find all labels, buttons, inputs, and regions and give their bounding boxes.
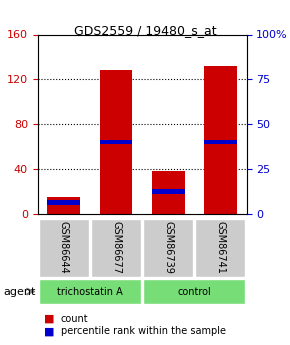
FancyBboxPatch shape <box>195 219 245 277</box>
Bar <box>99 70 133 214</box>
Bar <box>204 66 237 214</box>
Text: GSM86677: GSM86677 <box>111 221 121 274</box>
Bar <box>152 189 185 194</box>
Text: trichostatin A: trichostatin A <box>57 287 123 296</box>
Text: percentile rank within the sample: percentile rank within the sample <box>61 326 226 336</box>
FancyBboxPatch shape <box>143 219 193 277</box>
FancyBboxPatch shape <box>91 219 141 277</box>
FancyBboxPatch shape <box>39 279 141 304</box>
Text: count: count <box>61 314 88 324</box>
Bar <box>204 140 237 144</box>
Text: ■: ■ <box>44 314 54 324</box>
Text: control: control <box>177 287 211 296</box>
Text: agent: agent <box>3 287 35 296</box>
Text: GSM86741: GSM86741 <box>215 221 225 274</box>
Bar <box>47 197 80 214</box>
Text: GSM86644: GSM86644 <box>59 221 69 274</box>
FancyBboxPatch shape <box>143 279 245 304</box>
Bar <box>99 140 133 144</box>
Text: GDS2559 / 19480_s_at: GDS2559 / 19480_s_at <box>74 24 216 37</box>
Bar <box>152 171 185 214</box>
FancyBboxPatch shape <box>39 219 89 277</box>
Text: ■: ■ <box>44 326 54 336</box>
Text: GSM86739: GSM86739 <box>163 221 173 274</box>
Bar <box>47 200 80 205</box>
